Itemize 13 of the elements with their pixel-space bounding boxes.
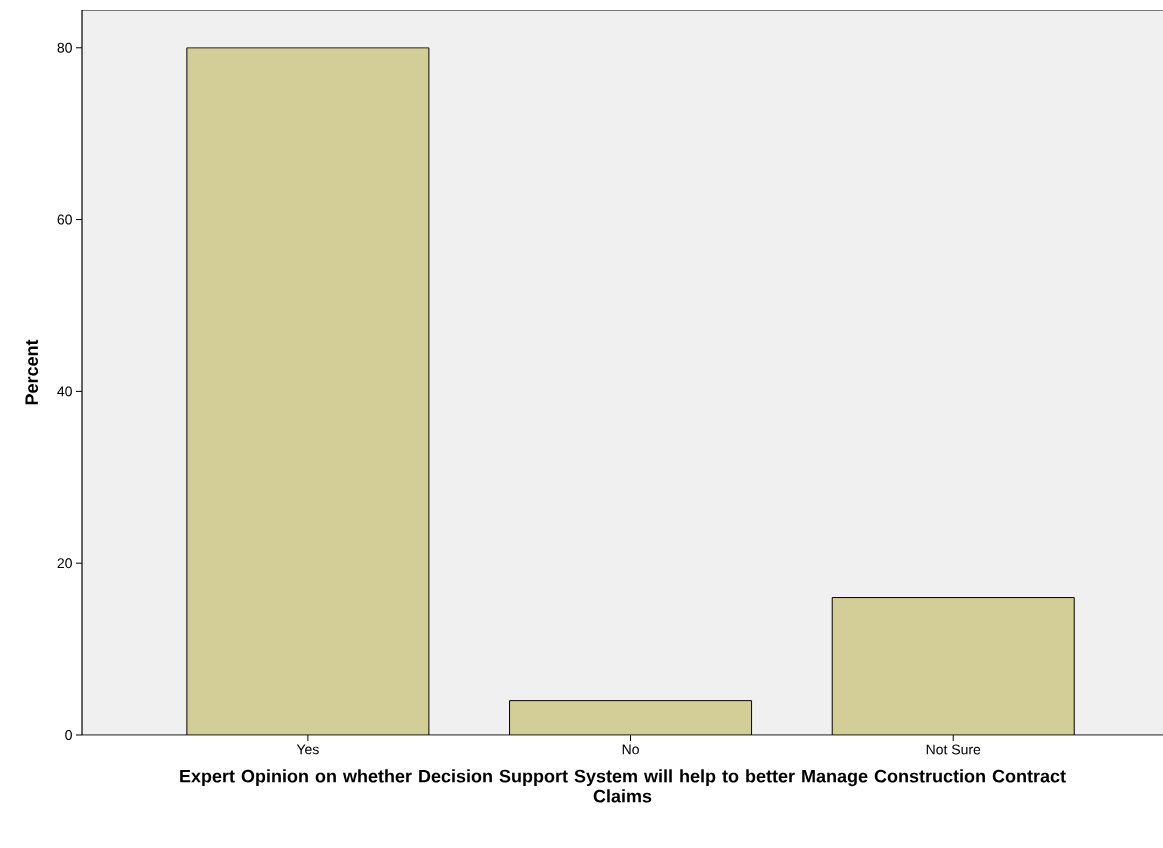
y-tick-label: 20 bbox=[57, 558, 72, 569]
x-tick-label: Not Sure bbox=[926, 744, 981, 755]
y-tick-label: 0 bbox=[65, 730, 72, 740]
x-axis-title: Expert Opinion on whether Decision Support System will help to better Manage Construction Contract Claims bbox=[180, 769, 1066, 803]
y-tick-label: 40 bbox=[57, 386, 72, 397]
x-tick-label: No bbox=[622, 744, 639, 755]
y-tick-label: 80 bbox=[57, 42, 72, 53]
bar bbox=[831, 597, 1075, 735]
y-tick-label: 60 bbox=[57, 214, 72, 225]
bar bbox=[509, 700, 752, 735]
bar bbox=[186, 47, 429, 735]
x-tick-label: Yes bbox=[296, 744, 319, 755]
y-axis-title: Percent bbox=[25, 339, 39, 405]
